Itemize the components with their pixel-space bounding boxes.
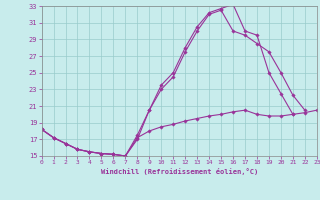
X-axis label: Windchill (Refroidissement éolien,°C): Windchill (Refroidissement éolien,°C) (100, 168, 258, 175)
